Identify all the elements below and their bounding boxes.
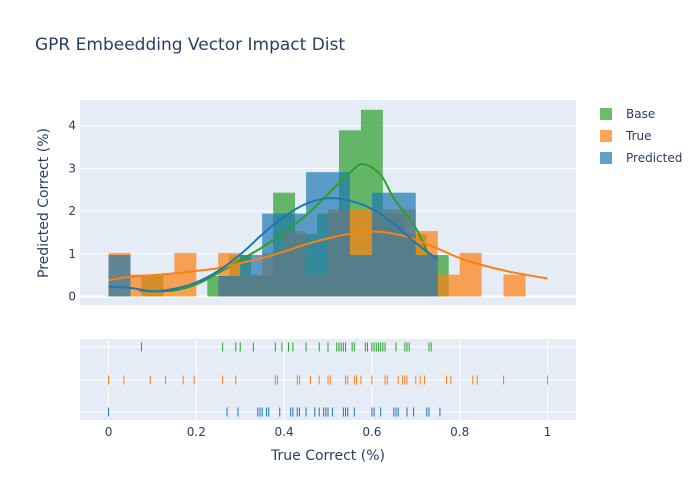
legend-item-predicted[interactable]: Predicted — [600, 151, 682, 165]
histogram-bar-predicted — [393, 192, 416, 297]
histogram-bar-true — [152, 274, 175, 297]
histogram-bar-true — [130, 274, 153, 297]
legend-label: Predicted — [626, 151, 682, 165]
x-tick-label: 0.2 — [187, 425, 206, 439]
legend-item-base[interactable]: Base — [600, 107, 655, 121]
kde-curves — [108, 163, 548, 293]
y-tick-label: 1 — [68, 247, 76, 261]
histogram-bar-predicted — [328, 172, 350, 297]
y-tick-label: 2 — [68, 204, 76, 218]
histogram-bar-true — [437, 274, 460, 297]
x-tick-labels: 0 0.2 0.4 0.6 0.8 1 — [105, 425, 552, 439]
legend-swatch — [600, 152, 612, 164]
chart-title: GPR Embeedding Vector Impact Dist — [35, 35, 345, 55]
legend-item-true[interactable]: True — [600, 129, 652, 143]
y-tick-label: 3 — [68, 161, 76, 175]
y-tick-label: 4 — [68, 119, 76, 133]
kde-curve-base — [139, 163, 430, 293]
histogram-bar-predicted — [284, 213, 307, 297]
x-tick-label: 0 — [105, 425, 113, 439]
kde-curve-predicted — [108, 197, 439, 293]
histogram-bar-predicted — [218, 275, 241, 297]
legend-swatch — [600, 108, 612, 120]
legend-label: True — [625, 129, 652, 143]
legend-label: Base — [626, 107, 655, 121]
y-tick-label: 0 — [68, 289, 76, 303]
y-axis-title: Predicted Correct (%) — [36, 128, 52, 278]
histogram-bar-predicted — [306, 172, 328, 297]
histogram-bar-predicted — [240, 255, 263, 297]
x-axis-title: True Correct (%) — [270, 448, 385, 464]
legend[interactable]: Base True Predicted — [600, 107, 682, 165]
histogram-bar-predicted — [371, 192, 394, 297]
y-tick-labels: 0 1 2 3 4 — [68, 119, 76, 304]
histogram-bar-predicted — [108, 255, 131, 297]
histogram-bar-predicted — [415, 255, 438, 297]
x-tick-label: 0.4 — [275, 425, 294, 439]
histogram-bar-predicted — [349, 255, 372, 297]
kde-curve-true — [108, 230, 548, 282]
legend-swatch — [600, 130, 612, 142]
x-tick-label: 1 — [544, 425, 552, 439]
histogram-bar-true — [503, 274, 526, 297]
rug-marks — [108, 342, 548, 417]
x-tick-label: 0.8 — [450, 425, 469, 439]
x-tick-label: 0.6 — [362, 425, 381, 439]
